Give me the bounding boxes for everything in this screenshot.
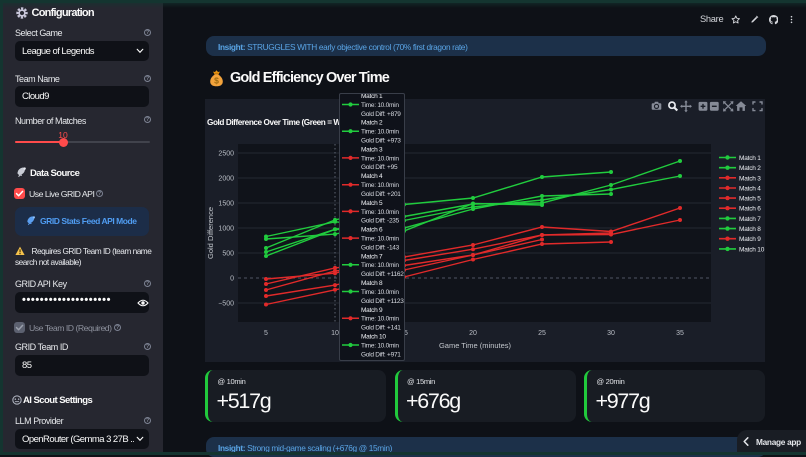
svg-text:Time: 10.0min: Time: 10.0min [361, 155, 399, 162]
svg-text:10: 10 [331, 330, 339, 337]
svg-text:Match 5: Match 5 [361, 200, 383, 207]
svg-text:Gold Diff: +879: Gold Diff: +879 [361, 111, 401, 118]
svg-text:5: 5 [264, 330, 268, 337]
svg-text:Time: 10.0min: Time: 10.0min [361, 236, 399, 243]
svg-text:Match 4: Match 4 [739, 186, 761, 193]
svg-text:Match 3: Match 3 [361, 146, 383, 153]
svg-text:Gold Diff: +201: Gold Diff: +201 [361, 191, 401, 198]
svg-text:Match 5: Match 5 [739, 196, 761, 203]
svg-text:Time: 10.0min: Time: 10.0min [361, 316, 399, 323]
svg-text:25: 25 [538, 330, 546, 337]
svg-text:Time: 10.0min: Time: 10.0min [361, 289, 399, 296]
svg-text:$: $ [214, 76, 219, 86]
svg-text:0: 0 [230, 276, 234, 283]
svg-text:Match 3: Match 3 [739, 175, 761, 182]
svg-text:Gold Diff: +1162: Gold Diff: +1162 [361, 271, 404, 278]
svg-text:Match 1: Match 1 [361, 94, 383, 100]
svg-text:Gold Diff: -143: Gold Diff: -143 [361, 244, 400, 251]
svg-text:Match 6: Match 6 [739, 206, 761, 213]
svg-text:35: 35 [676, 330, 684, 337]
svg-text:Match 10: Match 10 [739, 246, 765, 253]
svg-text:Match 6: Match 6 [361, 227, 383, 234]
svg-text:Time: 10.0min: Time: 10.0min [361, 342, 399, 349]
svg-text:Game Time (minutes): Game Time (minutes) [439, 341, 512, 350]
svg-text:Match 1: Match 1 [739, 155, 761, 162]
svg-text:1000: 1000 [218, 226, 234, 233]
svg-text:Match 10: Match 10 [361, 334, 386, 341]
svg-text:2000: 2000 [218, 176, 234, 183]
svg-text:Match 2: Match 2 [739, 165, 761, 172]
svg-text:−500: −500 [218, 301, 234, 308]
svg-text:2500: 2500 [218, 151, 234, 158]
svg-text:Time: 10.0min: Time: 10.0min [361, 182, 399, 189]
svg-text:1500: 1500 [218, 201, 234, 208]
svg-text:Match 9: Match 9 [361, 307, 383, 314]
svg-text:Match 8: Match 8 [739, 226, 761, 233]
svg-text:Gold Diff: +971: Gold Diff: +971 [361, 351, 401, 358]
svg-text:Time: 10.0min: Time: 10.0min [361, 209, 399, 216]
svg-text:Gold Diff: +95: Gold Diff: +95 [361, 164, 398, 171]
svg-text:Match 9: Match 9 [739, 236, 761, 243]
svg-text:Gold Difference Over Time (Gre: Gold Difference Over Time (Green = Wins,… [207, 118, 406, 127]
svg-text:Gold Diff: -235: Gold Diff: -235 [361, 218, 400, 225]
svg-text:Time: 10.0min: Time: 10.0min [361, 129, 399, 136]
svg-text:Match 2: Match 2 [361, 120, 383, 127]
svg-text:Time: 10.0min: Time: 10.0min [361, 262, 399, 269]
svg-text:30: 30 [607, 330, 615, 337]
svg-text:Time: 10.0min: Time: 10.0min [361, 102, 399, 109]
svg-text:Match 4: Match 4 [361, 173, 383, 180]
svg-text:Match 7: Match 7 [361, 253, 383, 260]
svg-text:Gold Diff: +973: Gold Diff: +973 [361, 138, 401, 145]
svg-text:Gold Diff: +141: Gold Diff: +141 [361, 325, 401, 332]
svg-text:Match 7: Match 7 [739, 216, 761, 223]
svg-text:500: 500 [222, 251, 234, 258]
svg-text:Match 8: Match 8 [361, 280, 383, 287]
svg-text:20: 20 [469, 330, 477, 337]
svg-text:Gold Difference: Gold Difference [206, 207, 215, 259]
svg-text:Gold Diff: +1123: Gold Diff: +1123 [361, 298, 404, 305]
